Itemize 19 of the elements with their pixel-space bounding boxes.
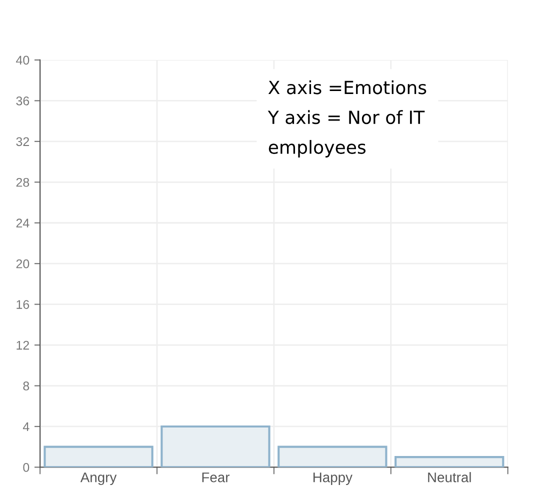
y-tick-label: 40 bbox=[16, 56, 30, 65]
x-tick-label: Angry bbox=[80, 472, 117, 486]
y-tick-label: 36 bbox=[16, 96, 30, 106]
y-tick-label: 0 bbox=[23, 463, 30, 472]
y-tick-label: 12 bbox=[16, 340, 30, 350]
bar bbox=[278, 446, 388, 468]
y-tick-label: 24 bbox=[16, 218, 30, 228]
y-tick-label: 20 bbox=[16, 259, 30, 268]
bar bbox=[44, 446, 154, 468]
x-tick-label: Neutral bbox=[428, 472, 471, 482]
x-tick-label: Fear bbox=[202, 472, 230, 482]
bar bbox=[394, 456, 504, 468]
x-tick-label: Happy bbox=[313, 472, 352, 486]
y-tick-label: 4 bbox=[22, 422, 30, 432]
y-tick-label: 28 bbox=[16, 178, 30, 187]
annotation: X axis =Emotions Y axis = Nor of IT employees bbox=[268, 80, 426, 158]
y-tick-label: 8 bbox=[23, 382, 30, 390]
y-tick-label: 16 bbox=[16, 300, 30, 309]
y-tick-label: 32 bbox=[16, 137, 30, 146]
